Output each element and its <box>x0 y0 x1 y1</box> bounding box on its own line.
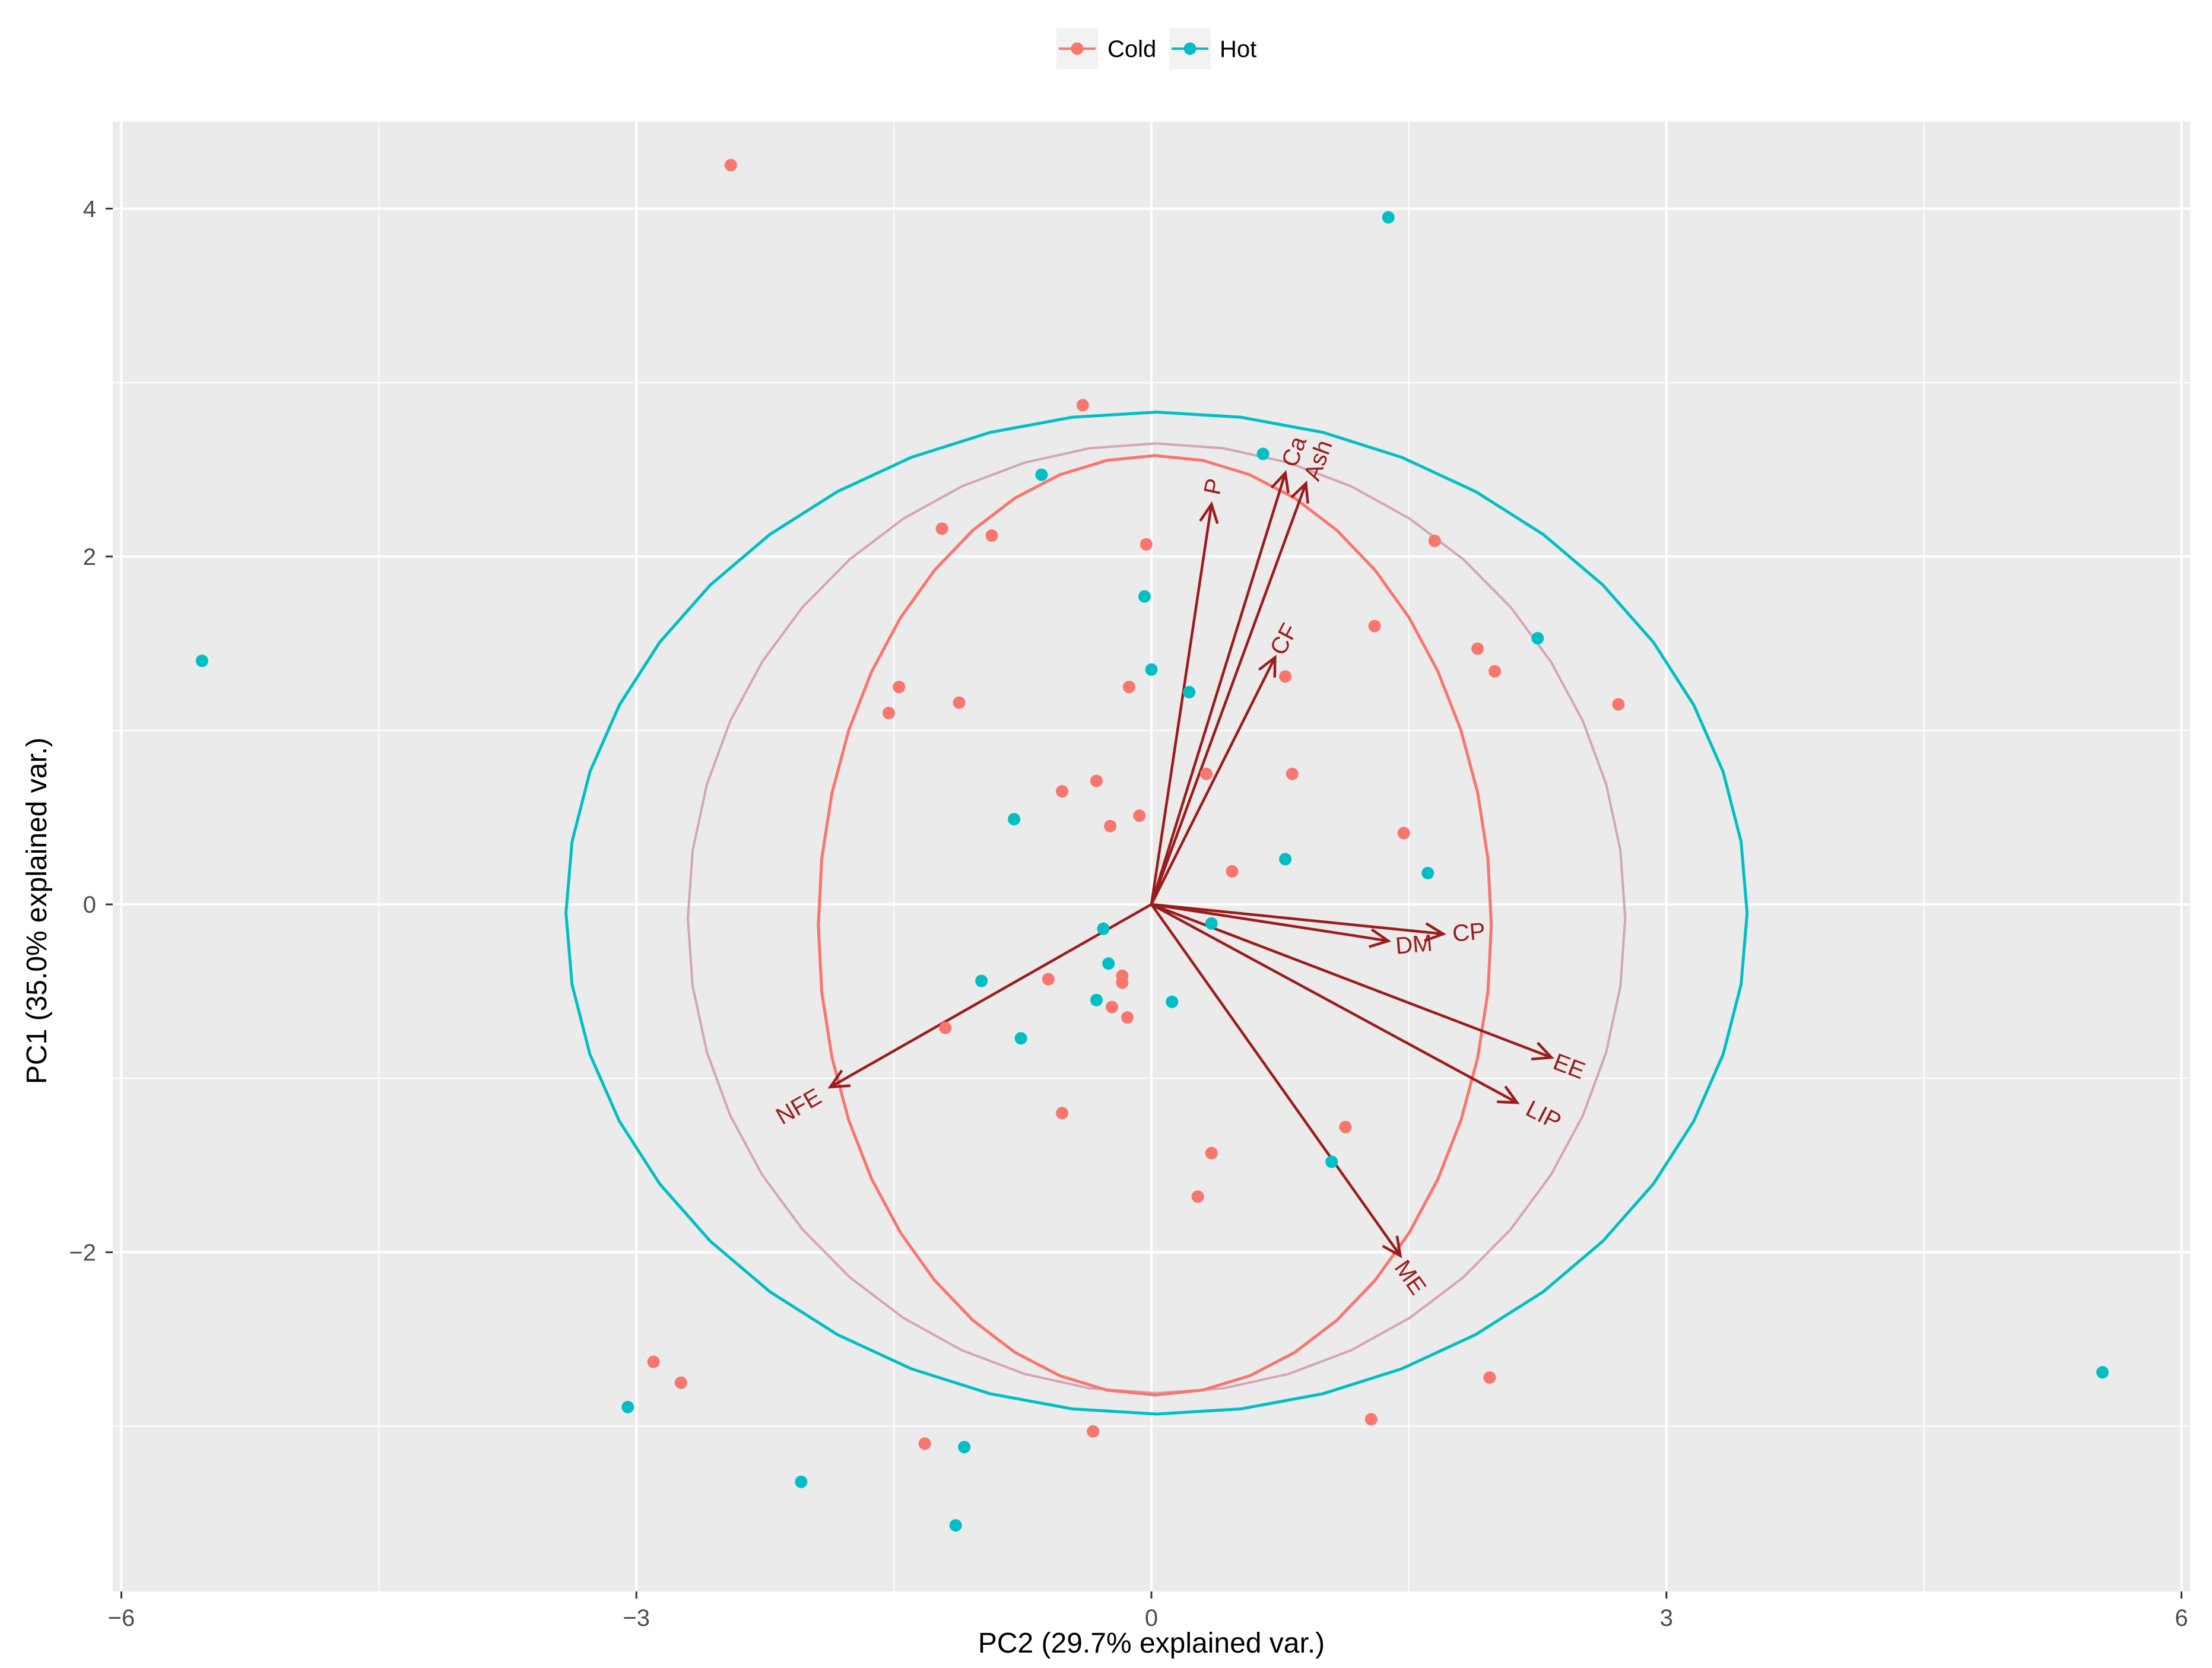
x-tick-label: 0 <box>1145 1605 1158 1631</box>
cold-point <box>1087 1425 1100 1438</box>
cold-point <box>893 681 906 694</box>
loading-arrow-cf <box>1150 655 1277 906</box>
cold-point <box>953 696 966 709</box>
cold-point <box>1489 665 1502 678</box>
axis-ticks <box>106 208 2183 1599</box>
cold-point <box>1090 774 1103 787</box>
hot-point <box>1014 1032 1027 1045</box>
loading-label-dm: DM <box>1394 930 1433 959</box>
hot-point <box>1138 590 1151 603</box>
loading-arrow-cp <box>1151 903 1446 942</box>
cold-point <box>1042 973 1055 986</box>
hot-point <box>975 974 988 987</box>
legend-label-cold: Cold <box>1107 36 1156 62</box>
cold-point <box>1116 976 1129 989</box>
cold-point <box>1122 681 1135 694</box>
cold-point <box>1612 698 1625 711</box>
x-tick-label: −3 <box>623 1605 650 1631</box>
hot-point <box>795 1475 808 1488</box>
hot-ellipse <box>564 410 1749 1416</box>
legend-item-hot: Hot <box>1169 28 1256 69</box>
y-tick-label: −2 <box>69 1240 96 1266</box>
loading-arrow-p <box>1150 501 1219 905</box>
hot-point <box>2096 1366 2109 1379</box>
cold-point <box>918 1437 931 1450</box>
cold-point <box>674 1376 687 1389</box>
cold-point <box>1140 538 1153 551</box>
cold-point <box>1428 534 1441 547</box>
cold-point <box>1200 767 1213 780</box>
cold-point <box>1226 865 1239 878</box>
cold-point <box>1191 1190 1204 1203</box>
hot-point <box>1279 853 1292 866</box>
cold-point <box>1205 1146 1218 1159</box>
hot-point <box>1325 1155 1338 1168</box>
hot-point <box>1166 995 1179 1008</box>
cold-point <box>1397 827 1410 840</box>
cold-point <box>1105 1000 1118 1013</box>
axis-tick-labels: −6 −3 0 3 6 −2 0 2 4 <box>69 196 2188 1631</box>
x-tick-label: 3 <box>1660 1605 1673 1631</box>
cold-point <box>985 529 998 542</box>
x-tick-label: 6 <box>2175 1605 2188 1631</box>
hot-point <box>621 1400 634 1413</box>
cold-point <box>1104 819 1117 833</box>
cold-point <box>1279 670 1292 683</box>
cold-point <box>724 158 737 171</box>
data-points <box>195 158 2109 1532</box>
loading-arrow-lip <box>1150 903 1520 1104</box>
overall-ellipse <box>686 442 1627 1394</box>
hot-point <box>1097 922 1110 935</box>
cold-point <box>1483 1371 1496 1384</box>
y-tick-label: 0 <box>83 892 96 918</box>
cold-point <box>939 1021 952 1034</box>
hot-point <box>1183 685 1196 698</box>
cold-point <box>1056 1107 1069 1120</box>
cold-point <box>935 522 948 535</box>
hot-point <box>958 1441 971 1454</box>
hot-point <box>1008 812 1021 825</box>
x-axis-title: PC2 (29.7% explained var.) <box>978 1628 1325 1659</box>
hot-point <box>1145 663 1158 676</box>
loading-arrow-ca <box>1150 470 1290 905</box>
y-axis-title: PC1 (35.0% explained var.) <box>21 738 53 1084</box>
loading-arrow-ash <box>1150 480 1309 905</box>
y-tick-label: 2 <box>83 544 96 570</box>
cold-point <box>1339 1120 1352 1133</box>
loading-arrow-dm <box>1151 903 1392 948</box>
loading-arrows <box>827 470 1554 1259</box>
cold-point <box>1471 642 1484 655</box>
hot-point <box>195 655 208 668</box>
cold-point <box>1364 1413 1378 1426</box>
cold-point <box>1076 399 1089 412</box>
loading-arrow-ee <box>1151 903 1554 1061</box>
hot-point <box>1256 447 1270 460</box>
y-tick-label: 4 <box>83 196 96 223</box>
hot-point <box>1035 468 1048 481</box>
hot-point <box>1382 211 1395 224</box>
group-ellipses <box>564 410 1749 1416</box>
cold-point <box>1133 809 1146 822</box>
hot-point <box>1102 957 1115 970</box>
hot-point <box>949 1519 962 1532</box>
cold-point <box>1286 767 1299 780</box>
hot-point <box>1421 866 1435 879</box>
hot-point <box>1205 917 1218 930</box>
legend-item-cold: Cold <box>1056 28 1156 69</box>
legend: Cold Hot <box>1056 28 1256 69</box>
loading-arrow-me <box>1150 903 1402 1259</box>
cold-point <box>1368 619 1381 633</box>
x-tick-label: −6 <box>108 1605 135 1631</box>
cold-point <box>647 1355 660 1368</box>
loading-arrow-nfe <box>827 903 1153 1089</box>
loading-label-cp: CP <box>1451 918 1486 947</box>
cold-point <box>882 707 895 720</box>
hot-point <box>1531 632 1544 645</box>
cold-point <box>1121 1011 1134 1024</box>
cold-point <box>1056 785 1069 798</box>
cold-ellipse <box>817 454 1493 1397</box>
legend-label-hot: Hot <box>1220 36 1256 62</box>
hot-point <box>1090 993 1103 1006</box>
